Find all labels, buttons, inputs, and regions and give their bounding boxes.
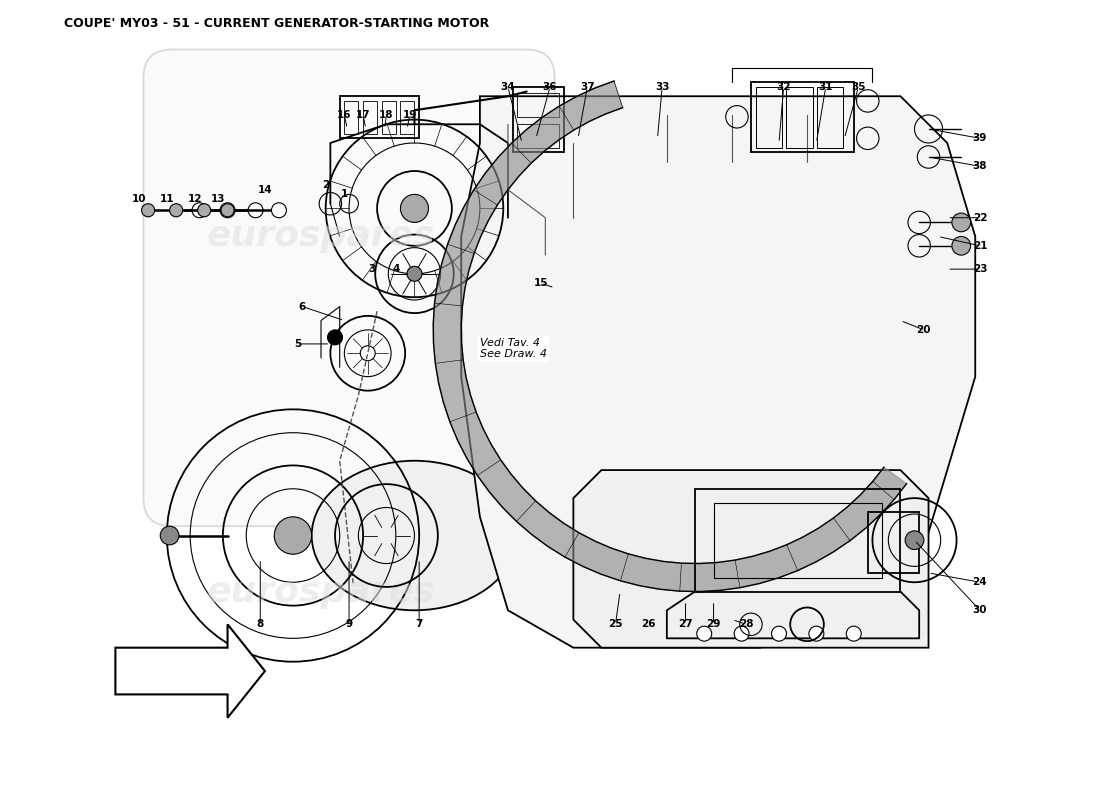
Circle shape [161, 526, 179, 545]
Text: 28: 28 [739, 619, 754, 630]
Circle shape [361, 346, 375, 361]
Bar [382, 101, 396, 134]
Text: 9: 9 [345, 619, 353, 630]
FancyBboxPatch shape [143, 50, 554, 526]
Text: 32: 32 [777, 82, 791, 92]
Text: 27: 27 [679, 619, 693, 630]
Text: 36: 36 [542, 82, 558, 92]
Text: 4: 4 [392, 264, 399, 274]
Circle shape [249, 202, 263, 218]
Text: 7: 7 [416, 619, 422, 630]
Text: 13: 13 [211, 194, 226, 204]
Text: 35: 35 [851, 82, 866, 92]
Bar [344, 101, 359, 134]
Circle shape [905, 531, 924, 550]
Text: 15: 15 [534, 278, 548, 288]
Text: 33: 33 [654, 82, 670, 92]
Circle shape [734, 626, 749, 641]
Text: 23: 23 [972, 264, 987, 274]
Circle shape [808, 626, 824, 641]
Text: 10: 10 [132, 194, 146, 204]
Circle shape [696, 626, 712, 641]
Bar [751, 82, 854, 152]
Text: 2: 2 [322, 180, 329, 190]
Text: 12: 12 [188, 194, 202, 204]
Text: 29: 29 [706, 619, 721, 630]
Circle shape [221, 204, 234, 217]
Text: 19: 19 [403, 110, 417, 120]
Circle shape [274, 517, 311, 554]
Polygon shape [433, 81, 906, 591]
Polygon shape [116, 624, 265, 718]
Circle shape [400, 194, 429, 222]
Text: 31: 31 [818, 82, 833, 92]
Text: 11: 11 [160, 194, 174, 204]
Text: 20: 20 [916, 325, 931, 335]
Text: 18: 18 [379, 110, 394, 120]
Text: 17: 17 [355, 110, 371, 120]
Circle shape [407, 266, 422, 282]
Circle shape [169, 204, 183, 217]
Text: 6: 6 [299, 302, 306, 311]
Bar [714, 503, 882, 578]
Circle shape [328, 330, 342, 345]
Text: 5: 5 [294, 339, 301, 349]
Bar [517, 94, 559, 117]
Polygon shape [461, 96, 976, 648]
Text: 1: 1 [341, 190, 348, 199]
Text: 34: 34 [500, 82, 515, 92]
Bar [786, 87, 813, 148]
Bar [513, 87, 564, 152]
Text: 26: 26 [641, 619, 656, 630]
Circle shape [952, 213, 970, 232]
Bar [817, 87, 844, 148]
Text: eurospares: eurospares [207, 574, 436, 609]
Bar [517, 124, 559, 148]
Circle shape [272, 202, 286, 218]
Text: 16: 16 [337, 110, 352, 120]
Text: 22: 22 [972, 213, 987, 222]
Text: 38: 38 [972, 162, 987, 171]
Text: COUPE' MY03 - 51 - CURRENT GENERATOR-STARTING MOTOR: COUPE' MY03 - 51 - CURRENT GENERATOR-STA… [64, 17, 490, 30]
Circle shape [198, 204, 211, 217]
Text: 3: 3 [368, 264, 376, 274]
Bar [400, 101, 415, 134]
Circle shape [142, 204, 155, 217]
Bar [868, 512, 920, 573]
Ellipse shape [311, 461, 517, 610]
Polygon shape [573, 470, 928, 648]
Circle shape [952, 237, 970, 255]
Text: 24: 24 [972, 578, 987, 587]
Text: eurospares: eurospares [207, 219, 436, 254]
Text: 25: 25 [608, 619, 623, 630]
Text: Vedi Tav. 4
See Draw. 4: Vedi Tav. 4 See Draw. 4 [480, 338, 547, 359]
Circle shape [846, 626, 861, 641]
Text: 30: 30 [972, 606, 987, 615]
Bar [340, 96, 419, 138]
Text: 8: 8 [256, 619, 264, 630]
Text: 14: 14 [257, 185, 272, 194]
Bar [756, 87, 782, 148]
Text: 37: 37 [580, 82, 595, 92]
Text: 21: 21 [972, 241, 987, 250]
Circle shape [220, 202, 235, 218]
Circle shape [771, 626, 786, 641]
Bar [695, 489, 901, 592]
Text: 39: 39 [972, 134, 987, 143]
Bar [363, 101, 377, 134]
Circle shape [192, 202, 207, 218]
